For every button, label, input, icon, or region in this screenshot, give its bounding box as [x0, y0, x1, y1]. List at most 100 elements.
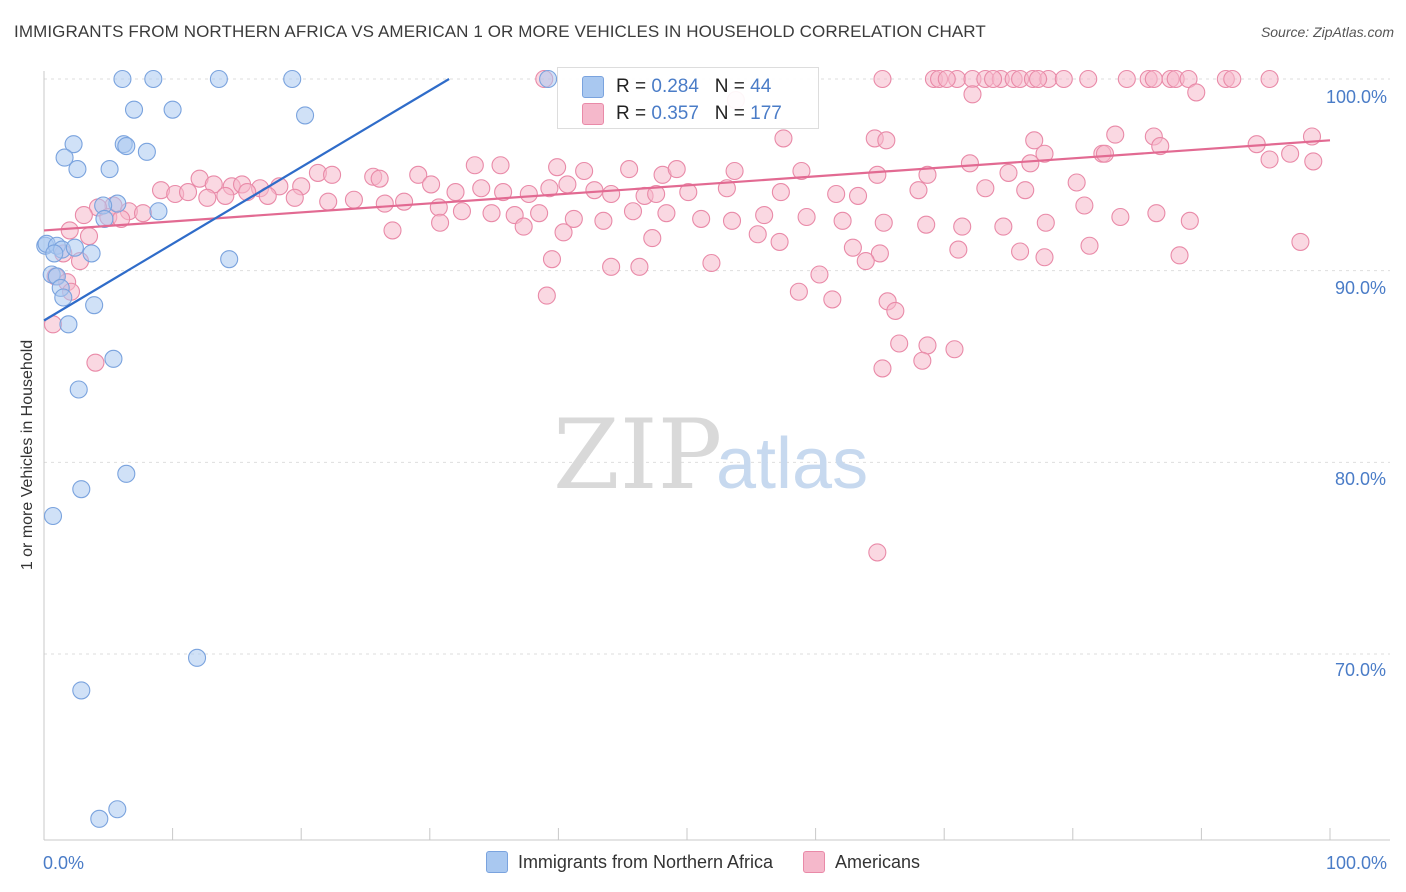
data-point	[771, 183, 790, 202]
stats-pink-n-label: N =	[714, 103, 751, 124]
data-point	[692, 209, 711, 228]
data-point	[873, 69, 892, 89]
y-tick-label-90: 90.0%	[1335, 278, 1387, 298]
stats-blue-r-label: R =	[616, 76, 652, 97]
y-axis-label: 1 or more Vehicles in Household	[19, 339, 36, 571]
data-point	[1054, 69, 1073, 89]
y-tick-label-70: 70.0%	[1335, 660, 1387, 680]
data-point	[873, 359, 892, 378]
data-point	[999, 163, 1018, 182]
watermark: ZIP atlas	[553, 399, 868, 511]
data-point	[113, 69, 132, 89]
data-point	[133, 204, 153, 223]
data-point	[630, 257, 649, 276]
data-point	[216, 186, 235, 205]
series-immigrants-northern-africa	[36, 69, 558, 828]
data-point	[375, 194, 394, 213]
data-point	[874, 213, 893, 232]
data-point	[877, 131, 896, 150]
data-point	[537, 286, 556, 305]
data-point	[725, 161, 744, 181]
data-point	[465, 156, 484, 175]
stats-swatch-pink	[582, 103, 604, 125]
data-point	[827, 184, 846, 204]
data-point	[431, 213, 450, 232]
data-point	[1260, 69, 1279, 89]
data-point	[1075, 196, 1094, 215]
data-point	[679, 183, 698, 202]
data-point	[953, 217, 972, 236]
stats-blue-n-label: N =	[714, 76, 751, 97]
data-point	[770, 232, 789, 251]
data-point	[558, 175, 577, 194]
data-point	[667, 160, 686, 179]
data-point	[1187, 83, 1206, 102]
data-point	[1170, 246, 1189, 265]
data-point	[1260, 150, 1279, 169]
stats-pink-r-label: R =	[616, 103, 652, 124]
data-point	[620, 160, 639, 179]
watermark-atlas: atlas	[716, 424, 868, 504]
data-point	[755, 206, 774, 225]
data-point	[1035, 144, 1054, 163]
data-point	[823, 290, 842, 309]
data-point	[238, 183, 257, 202]
data-point	[1080, 236, 1099, 255]
data-point	[60, 221, 79, 240]
data-point	[85, 296, 104, 315]
stats-pink-r-value: 0.357	[651, 103, 699, 124]
data-point	[65, 238, 84, 257]
stats-row-pink: R = 0.357 N = 177	[582, 101, 782, 127]
trend-lines	[43, 78, 1331, 322]
data-point	[1304, 152, 1323, 171]
data-point	[124, 100, 144, 119]
data-point	[918, 336, 937, 355]
data-point	[797, 207, 816, 227]
data-point	[868, 543, 887, 562]
stats-blue-text: R = 0.284 N = 44	[616, 76, 771, 98]
data-point	[886, 301, 905, 320]
data-point	[1180, 211, 1199, 230]
data-point	[870, 244, 889, 263]
data-point	[446, 183, 465, 202]
data-point	[542, 250, 562, 269]
data-point	[976, 179, 995, 198]
data-point	[1079, 69, 1098, 89]
legend-label-immigrants: Immigrants from Northern Africa	[517, 851, 774, 872]
trend-line-immigrants	[43, 78, 450, 322]
data-point	[90, 809, 109, 828]
legend-item-americans: Americans	[803, 851, 920, 873]
data-point	[702, 253, 721, 273]
y-tick-label-100: 100.0%	[1326, 87, 1388, 107]
data-point	[748, 225, 767, 244]
legend-swatch-pink	[803, 851, 826, 873]
data-point	[960, 154, 979, 173]
data-point	[1036, 213, 1055, 232]
data-point	[100, 160, 119, 179]
watermark-zip: ZIP	[553, 399, 722, 511]
data-point	[548, 158, 567, 177]
data-point	[554, 223, 573, 242]
data-point	[564, 209, 583, 228]
data-point	[323, 165, 342, 184]
data-point	[198, 188, 217, 207]
data-point	[848, 186, 868, 205]
data-point	[647, 184, 666, 204]
data-point	[178, 183, 198, 202]
data-point	[984, 69, 1003, 89]
data-point	[482, 204, 501, 223]
data-point	[514, 217, 533, 236]
data-point	[491, 156, 510, 175]
data-point	[95, 209, 114, 228]
data-point	[1025, 131, 1044, 150]
legend-swatch-blue	[485, 851, 508, 873]
data-point	[868, 165, 887, 184]
data-point	[472, 179, 491, 198]
data-point	[144, 69, 163, 89]
data-point	[1095, 144, 1114, 163]
data-point	[69, 380, 88, 399]
x-tick-label-max: 100.0%	[1326, 853, 1388, 873]
data-point	[1011, 242, 1030, 261]
data-point	[792, 161, 811, 181]
